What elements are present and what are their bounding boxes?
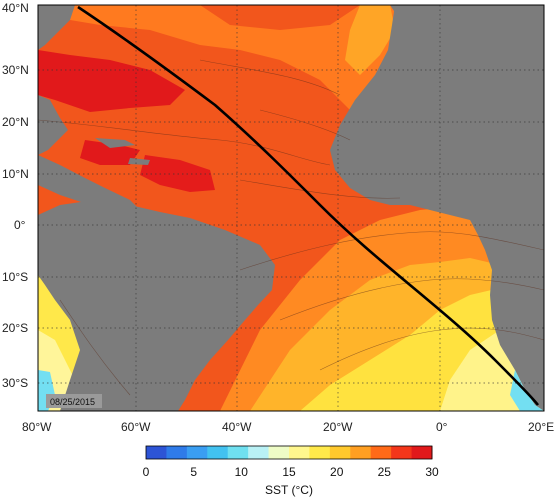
- colorbar-cell: [268, 446, 290, 459]
- sst-contours: [38, 59, 544, 396]
- colorbar-tick: 10: [235, 465, 249, 479]
- lon-label: 20°E: [528, 420, 554, 434]
- colorbar-cell: [186, 446, 208, 459]
- lon-label: 80°W: [22, 420, 52, 434]
- ocean-hot-gulf-guinea-west: [140, 155, 215, 192]
- colorbar-cell: [329, 446, 351, 459]
- colorbar-cell: [227, 446, 249, 459]
- lat-label: 30°N: [2, 63, 29, 77]
- land-africa: [330, 5, 544, 411]
- lat-label: 20°S: [2, 321, 28, 335]
- colorbar-cell: [207, 446, 229, 459]
- lat-label: 0°: [14, 218, 26, 232]
- colorbar-cell: [309, 446, 331, 459]
- land-caribbean-islands: [95, 138, 150, 165]
- colorbar: 0 5 10 15 20 25 30 SST (°C): [143, 445, 439, 497]
- lat-label: 10°N: [2, 167, 29, 181]
- lat-label: 20°N: [2, 115, 29, 129]
- ocean-cold-benguela: [510, 370, 544, 411]
- longitude-labels: 80°W 60°W 40°W 20°W 0° 20°E: [22, 420, 554, 434]
- lat-label: 40°N: [2, 1, 29, 15]
- lon-label: 60°W: [121, 420, 151, 434]
- colorbar-cell: [248, 446, 270, 459]
- map-panel: 08/25/2015: [38, 5, 544, 411]
- latitude-labels: 40°N 30°N 20°N 10°N 0° 10°S 20°S 30°S: [2, 1, 29, 390]
- graticule: [38, 5, 544, 411]
- colorbar-cell: [350, 446, 372, 459]
- ocean-hot-caribbean: [80, 140, 140, 165]
- ship-track-line: [77, 5, 540, 406]
- colorbar-cell: [391, 446, 413, 459]
- colorbar-title: SST (°C): [265, 483, 313, 497]
- colorbar-cell: [146, 446, 167, 459]
- colorbar-tick: 25: [378, 465, 392, 479]
- ocean-hot-subtropical: [38, 50, 185, 112]
- lon-label: 40°W: [222, 420, 252, 434]
- colorbar-tick: 0: [143, 465, 150, 479]
- lat-label: 30°S: [2, 376, 28, 390]
- colorbar-cell: [370, 446, 392, 459]
- colorbar-border: [145, 445, 433, 460]
- land-south-america: [38, 200, 275, 411]
- colorbar-tick: 20: [330, 465, 344, 479]
- lon-label: 20°W: [323, 420, 353, 434]
- colorbar-cell: [166, 446, 188, 459]
- colorbar-cells: [146, 446, 433, 459]
- colorbar-cell: [411, 446, 433, 459]
- colorbar-tick: 30: [425, 465, 439, 479]
- colorbar-cell: [289, 446, 310, 459]
- date-stamp-text: 08/25/2015: [50, 397, 95, 407]
- lat-label: 10°S: [2, 270, 28, 284]
- ocean-northeast-orange: [345, 5, 395, 75]
- land-central-america: [38, 155, 140, 215]
- colorbar-tick: 15: [282, 465, 296, 479]
- colorbar-tick: 5: [190, 465, 197, 479]
- land-north-america: [38, 5, 75, 155]
- date-stamp: 08/25/2015: [46, 394, 102, 408]
- map-border: [37, 4, 545, 412]
- lon-label: 0°: [436, 420, 448, 434]
